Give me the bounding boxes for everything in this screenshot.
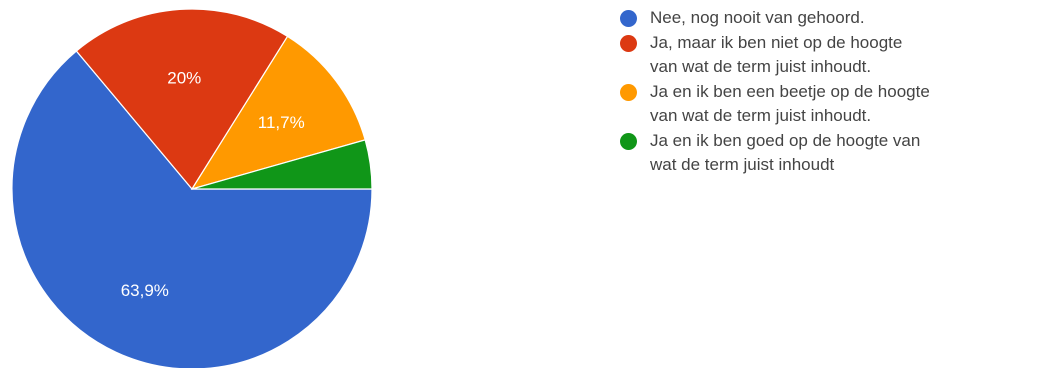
pie-slice-ja-beetje-op-hoogte[interactable] xyxy=(190,35,366,191)
pie-slice-nee-nooit-gehoord[interactable] xyxy=(11,50,373,368)
legend-item-ja-niet-op-hoogte[interactable]: Ja, maar ik ben niet op de hoogte van wa… xyxy=(612,31,1052,80)
legend-swatch-blue xyxy=(620,10,637,27)
legend-label-line-1: Ja en ik ben goed op de hoogte van xyxy=(650,130,921,150)
legend-swatch-green xyxy=(620,132,637,150)
legend-label-line-1: Ja en ik ben een beetje op de hoogte xyxy=(650,81,930,101)
slice-label-nee-nooit-gehoord: 63,9% xyxy=(121,281,169,300)
legend-item-nee-nooit-gehoord[interactable]: Nee, nog nooit van gehoord. xyxy=(612,6,1052,31)
pie-slice-ja-niet-op-hoogte[interactable] xyxy=(75,8,289,191)
legend-label-line-2: van wat de term juist inhoudt. xyxy=(650,57,872,76)
legend-label-line-1: Ja, maar ik ben niet op de hoogte xyxy=(650,32,903,52)
legend-item-ja-beetje-op-hoogte[interactable]: Ja en ik ben een beetje op de hoogte van… xyxy=(612,80,1052,129)
slice-label-ja-niet-op-hoogte: 20% xyxy=(167,69,201,88)
slice-label-ja-beetje-op-hoogte: 11,7% xyxy=(258,113,305,132)
legend-swatch-orange xyxy=(620,83,637,101)
legend-label-line-2: wat de term juist inhoudt xyxy=(650,155,835,174)
pie-slices xyxy=(11,8,373,368)
pie-slice-ja-goed-op-hoogte[interactable] xyxy=(191,139,373,190)
pie-slice-labels: 63,9% 20% 11,7% xyxy=(121,69,305,300)
legend-label-line-2: van wat de term juist inhoudt. xyxy=(650,106,872,125)
legend-label-line-1: Nee, nog nooit van gehoord. xyxy=(650,8,865,27)
chart-legend: Nee, nog nooit van gehoord. Ja, maar ik … xyxy=(612,6,1052,178)
legend-swatch-red xyxy=(620,34,637,52)
legend-item-ja-goed-op-hoogte[interactable]: Ja en ik ben goed op de hoogte van wat d… xyxy=(612,129,1052,178)
pie-chart-plot: 63,9% 20% 11,7% xyxy=(11,8,373,368)
